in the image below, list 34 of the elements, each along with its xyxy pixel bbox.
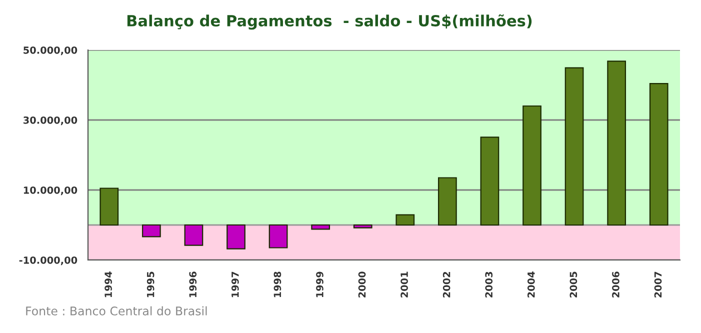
bar (522, 105, 542, 226)
chart-title: Balanço de Pagamentos - saldo - US$(milhões) (127, 14, 532, 30)
source-note: Fonte : Banco Central do Brasil (26, 306, 207, 316)
x-tick-label: 1998 (274, 272, 282, 298)
x-tick-label: 1999 (316, 272, 324, 298)
y-tick-label: 10.000,00 (24, 186, 78, 196)
bar (226, 224, 246, 250)
bar (353, 224, 372, 228)
x-tick-label: 1994 (104, 272, 112, 298)
bar (396, 214, 415, 226)
x-tick-label: 1996 (189, 272, 197, 298)
x-tick-label: 2007 (654, 272, 662, 298)
bar (184, 224, 204, 246)
x-tick-label: 1997 (231, 272, 239, 298)
x-tick-label: 2001 (400, 272, 408, 298)
bar (268, 224, 288, 248)
x-tick-label: 2000 (358, 272, 366, 298)
x-tick-label: 2004 (527, 272, 535, 298)
bar (142, 224, 161, 238)
x-tick-label: 2006 (612, 272, 620, 298)
bar (480, 136, 500, 226)
bar (100, 188, 119, 226)
x-tick-label: 1995 (146, 272, 154, 298)
x-tick-label: 2002 (442, 272, 450, 298)
bar (438, 177, 457, 226)
y-tick-label: 30.000,00 (23, 116, 78, 126)
bar (564, 67, 584, 226)
y-tick-label: 50.000,00 (24, 46, 78, 56)
bar (649, 83, 668, 226)
y-tick-label: -10.000,00 (19, 256, 78, 266)
x-tick-label: 2003 (485, 272, 493, 298)
bar (311, 224, 330, 230)
bar (607, 60, 626, 226)
x-tick-label: 2005 (570, 272, 578, 298)
